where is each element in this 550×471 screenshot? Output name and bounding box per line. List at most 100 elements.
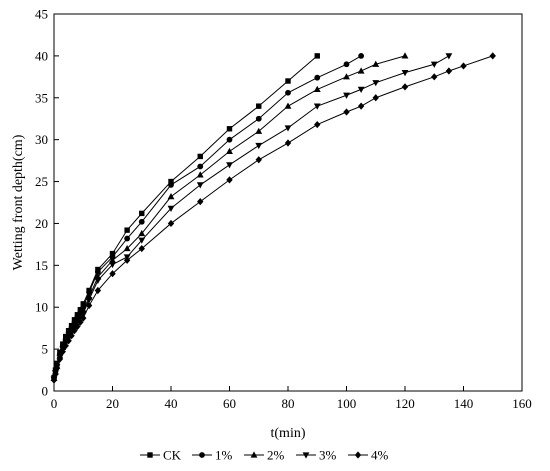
data-point (56, 355, 64, 363)
series-5 (50, 52, 496, 384)
data-point (168, 182, 174, 188)
data-point (197, 198, 204, 206)
data-point (62, 342, 69, 350)
data-point (343, 61, 350, 68)
data-point (124, 235, 131, 242)
data-point (314, 53, 320, 59)
legend-marker (199, 452, 205, 458)
y-tick-label: 20 (35, 216, 48, 231)
data-point (431, 73, 438, 81)
x-tick-label: 20 (106, 396, 119, 411)
data-point (80, 301, 86, 307)
data-point (124, 227, 130, 233)
data-point (197, 153, 203, 160)
data-point (445, 53, 453, 60)
x-tick-label: 100 (337, 396, 357, 411)
data-point (138, 244, 145, 253)
data-point (79, 310, 87, 317)
data-point (226, 136, 233, 143)
series-line (53, 55, 450, 380)
data-point (65, 337, 72, 345)
data-point (226, 176, 233, 184)
data-point (123, 244, 131, 252)
data-point (226, 126, 233, 132)
data-point (109, 270, 116, 278)
data-point (343, 108, 350, 116)
data-point (460, 62, 467, 70)
data-point (285, 78, 291, 84)
plot-area (50, 52, 496, 384)
data-point (168, 178, 174, 185)
data-point (372, 80, 380, 87)
y-tick-label: 35 (35, 90, 48, 105)
x-tick-label: 40 (165, 396, 178, 411)
data-point (109, 256, 116, 263)
legend-label: 4% (371, 448, 389, 463)
data-point (489, 52, 496, 60)
data-point (285, 89, 291, 96)
data-point (313, 85, 321, 92)
data-point (53, 364, 61, 372)
data-point (85, 301, 93, 310)
data-point (401, 70, 409, 77)
data-point (372, 94, 379, 102)
legend-item: 3% (296, 448, 337, 463)
data-point (74, 322, 81, 331)
x-tick-label: 80 (282, 396, 295, 411)
series-1 (51, 53, 320, 381)
x-tick-label: 120 (395, 396, 415, 411)
data-point (284, 139, 292, 147)
data-point (68, 332, 75, 340)
data-point (94, 286, 102, 295)
legend-marker (302, 452, 310, 459)
data-point (357, 86, 365, 93)
data-point (59, 348, 66, 356)
y-tick-label: 40 (35, 48, 48, 63)
x-tick-label: 140 (454, 396, 474, 411)
data-point (94, 269, 101, 275)
data-point (313, 103, 321, 110)
legend-marker (147, 452, 153, 458)
data-point (314, 120, 321, 129)
legend: CK 1% 2% 3% 4% (140, 448, 389, 463)
data-point (343, 92, 350, 99)
legend-label: 2% (267, 448, 285, 463)
y-tick-label: 45 (35, 7, 48, 22)
data-point (255, 156, 262, 164)
series-2 (51, 52, 365, 381)
data-point (357, 102, 365, 110)
data-point (80, 314, 87, 322)
data-point (256, 103, 262, 109)
legend-label: 3% (319, 448, 337, 463)
data-point (196, 171, 204, 178)
plot-frame (53, 13, 523, 392)
data-point (139, 210, 145, 217)
data-point (372, 60, 380, 67)
legend-marker (250, 451, 258, 458)
data-point (138, 218, 145, 225)
legend-label: 1% (215, 448, 233, 463)
data-point (138, 237, 146, 244)
data-point (343, 73, 350, 80)
data-point (226, 147, 233, 154)
legend-item: 1% (192, 448, 233, 463)
y-tick-label: 15 (35, 258, 48, 273)
data-point (167, 219, 175, 228)
data-point (401, 52, 409, 59)
y-tick-label: 0 (42, 384, 49, 399)
series-4 (50, 53, 453, 383)
data-point (77, 318, 84, 326)
data-point (197, 163, 204, 170)
y-tick-label: 5 (42, 342, 49, 357)
data-point (109, 261, 116, 269)
data-point (94, 277, 102, 285)
legend-item: 2% (244, 448, 285, 463)
x-tick-label: 160 (512, 396, 532, 411)
legend-marker (354, 451, 362, 459)
y-tick-label: 25 (35, 174, 48, 189)
y-tick-label: 30 (35, 132, 48, 147)
data-point (358, 52, 365, 59)
data-point (71, 327, 78, 335)
data-point (226, 162, 233, 169)
data-point (167, 205, 175, 212)
